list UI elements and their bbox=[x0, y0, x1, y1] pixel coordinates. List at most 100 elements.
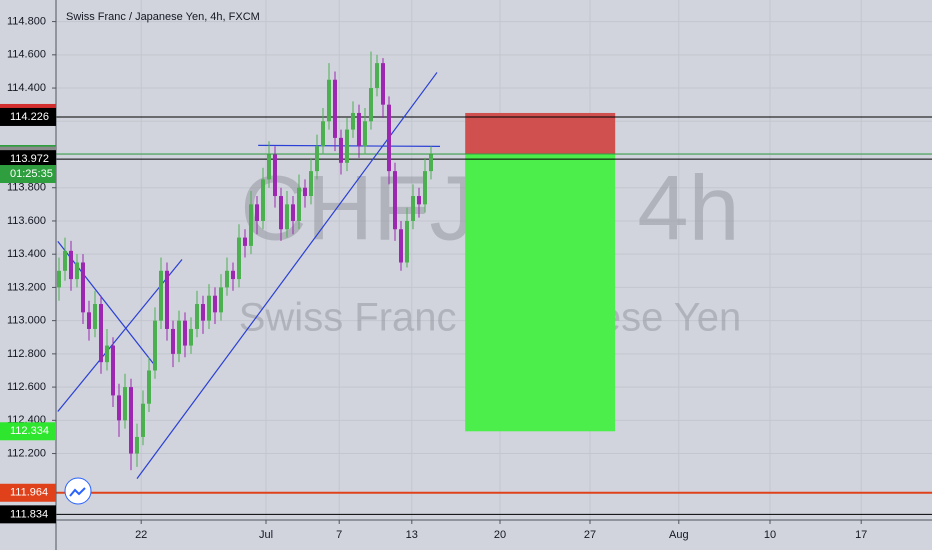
logo bbox=[64, 477, 92, 505]
candle-body bbox=[429, 154, 433, 172]
x-tick-label: Aug bbox=[669, 529, 689, 541]
candle-body bbox=[267, 154, 271, 180]
candle-body bbox=[201, 304, 205, 321]
price-label: 112.334 bbox=[10, 425, 49, 437]
position-target bbox=[465, 154, 616, 432]
candle-body bbox=[105, 345, 109, 363]
candle-body bbox=[171, 328, 175, 354]
candle-body bbox=[231, 270, 235, 280]
price-label-box bbox=[0, 483, 56, 502]
price-label: 111.964 bbox=[10, 487, 48, 499]
candle-body bbox=[411, 196, 415, 221]
price-label: 113.972 bbox=[10, 153, 49, 165]
candle-body bbox=[339, 137, 343, 163]
candle-body bbox=[75, 262, 79, 280]
candle-body bbox=[399, 229, 403, 263]
chart-title: Swiss Franc / Japanese Yen, 4h, FXCM bbox=[66, 11, 260, 23]
y-tick-label: 114.600 bbox=[7, 49, 46, 61]
candle-body bbox=[321, 121, 325, 147]
candle-body bbox=[57, 270, 61, 288]
candle-body bbox=[417, 196, 421, 205]
candle-body bbox=[363, 121, 367, 147]
candle-body bbox=[69, 250, 73, 280]
x-tick-label: 17 bbox=[855, 529, 867, 541]
y-tick-label: 114.800 bbox=[7, 16, 46, 28]
x-tick-label: 10 bbox=[764, 529, 776, 541]
candle-body bbox=[249, 204, 253, 246]
candle-body bbox=[111, 345, 115, 396]
candle-body bbox=[345, 129, 349, 163]
y-tick-label: 112.800 bbox=[7, 348, 46, 360]
x-tick-label: 7 bbox=[336, 529, 342, 541]
x-tick-label: 13 bbox=[406, 529, 418, 541]
x-tick-label: 27 bbox=[584, 529, 596, 541]
y-tick-label: 112.600 bbox=[7, 381, 46, 393]
candle-body bbox=[183, 320, 187, 346]
candle-body bbox=[219, 287, 223, 313]
logo-mark bbox=[69, 487, 86, 497]
x-tick-label: 20 bbox=[494, 529, 506, 541]
candle-body bbox=[279, 196, 283, 230]
x-tick-label: 22 bbox=[135, 529, 147, 541]
candle-body bbox=[165, 270, 169, 329]
candle-body bbox=[285, 204, 289, 230]
x-axis bbox=[56, 520, 932, 550]
candle-body bbox=[123, 387, 127, 421]
candle-body bbox=[423, 171, 427, 205]
price-label-box bbox=[0, 422, 56, 441]
price-label-box bbox=[0, 150, 56, 169]
y-tick-label: 112.200 bbox=[7, 447, 46, 459]
candle-body bbox=[393, 171, 397, 230]
candle-body bbox=[93, 304, 97, 329]
trendline bbox=[258, 144, 441, 147]
price-label-box bbox=[0, 505, 56, 524]
candle-body bbox=[159, 270, 163, 321]
candle-body bbox=[327, 79, 331, 122]
candle-body bbox=[357, 112, 361, 147]
countdown: 01:25:35 bbox=[10, 168, 53, 180]
candle-body bbox=[387, 104, 391, 172]
candle-body bbox=[117, 395, 121, 421]
candle-body bbox=[381, 63, 385, 105]
candle-body bbox=[297, 187, 301, 221]
candle-body bbox=[255, 204, 259, 221]
candle-body bbox=[303, 187, 307, 197]
price-label-box bbox=[0, 107, 56, 126]
candle-body bbox=[147, 370, 151, 404]
candle-body bbox=[225, 270, 229, 288]
candle-body bbox=[195, 304, 199, 329]
candle-body bbox=[375, 63, 379, 89]
y-tick-label: 113.600 bbox=[7, 215, 46, 227]
y-axis bbox=[0, 0, 56, 550]
trendline bbox=[57, 241, 154, 364]
y-tick-label: 113.800 bbox=[7, 182, 46, 194]
position-stop bbox=[465, 112, 616, 155]
y-tick-label: 113.200 bbox=[7, 281, 46, 293]
candle-body bbox=[273, 154, 277, 197]
y-tick-label: 113.400 bbox=[7, 248, 46, 260]
price-label: 114.226 bbox=[10, 111, 49, 123]
candle-body bbox=[129, 387, 133, 454]
candle-body bbox=[81, 262, 85, 313]
candle-body bbox=[87, 312, 91, 329]
candle-body bbox=[405, 220, 409, 263]
candle-body bbox=[141, 403, 145, 437]
candle-body bbox=[189, 328, 193, 346]
candle-body bbox=[309, 171, 313, 197]
candle-body bbox=[237, 237, 241, 280]
candle-body bbox=[351, 112, 355, 130]
price-label: 111.834 bbox=[10, 508, 48, 520]
candle-body bbox=[333, 79, 337, 138]
candle-body bbox=[213, 295, 217, 313]
candle-body bbox=[243, 237, 247, 246]
candle-body bbox=[153, 320, 157, 371]
candle-body bbox=[369, 88, 373, 122]
candle-body bbox=[99, 304, 103, 363]
candle-body bbox=[315, 146, 319, 172]
y-tick-label: 114.400 bbox=[7, 82, 46, 94]
candle-body bbox=[207, 295, 211, 321]
candle-body bbox=[63, 250, 67, 271]
x-tick-label: Jul bbox=[259, 529, 273, 541]
